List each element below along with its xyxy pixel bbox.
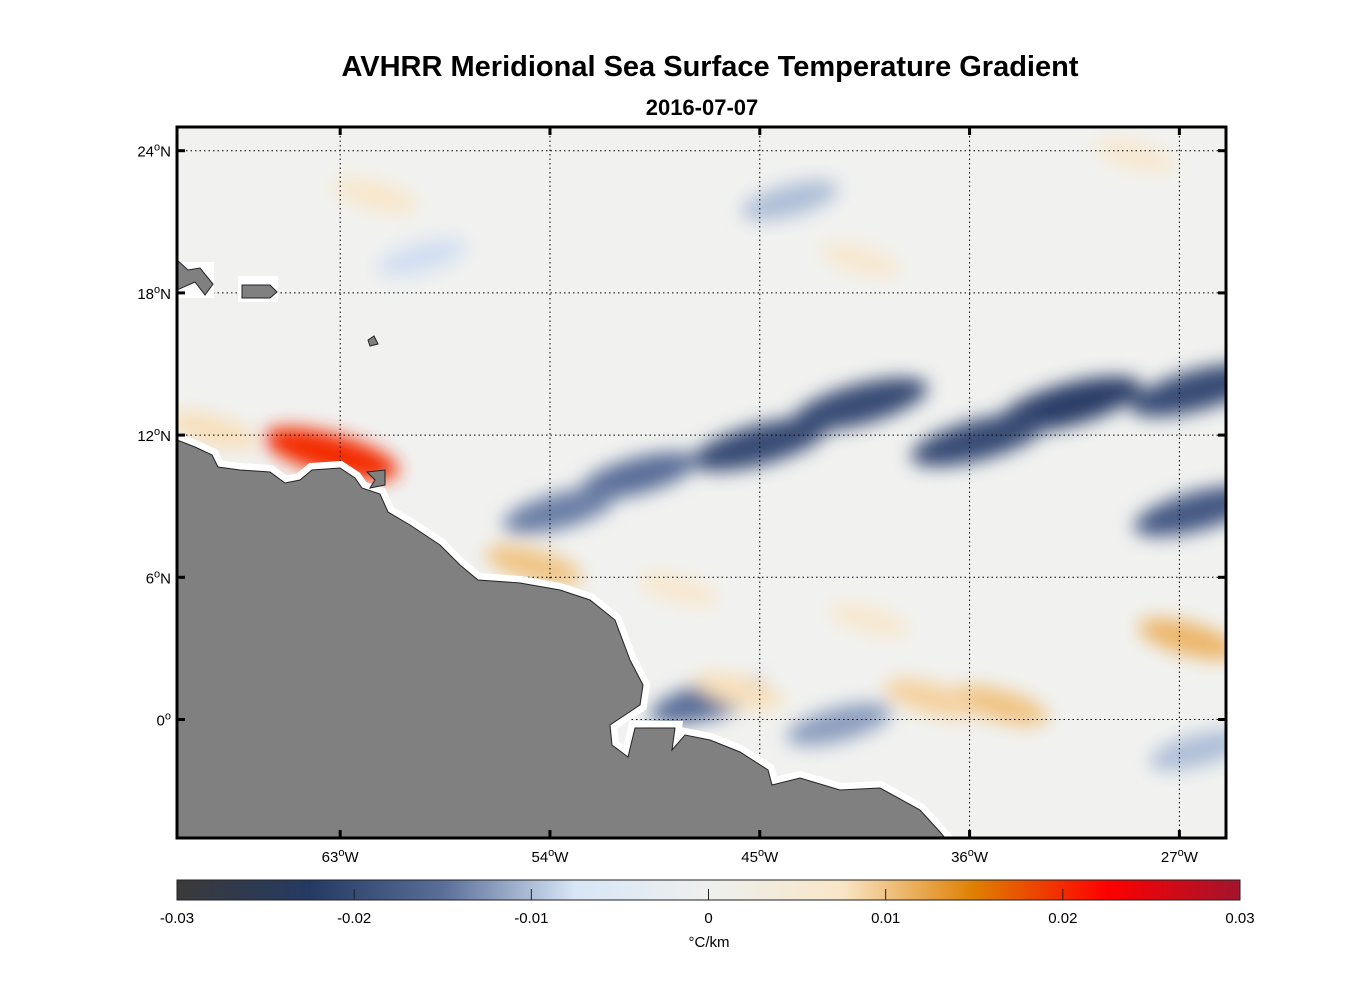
colorbar-tick-label: 0: [704, 910, 712, 927]
gradient-feature: [332, 177, 418, 215]
gradient-feature: [1094, 137, 1176, 174]
gradient-feature: [1138, 618, 1226, 660]
south-america-land: [177, 439, 946, 838]
gradient-feature: [691, 418, 828, 472]
colorbar-label: °C/km: [689, 934, 730, 951]
y-tick-label: 6oN: [146, 568, 171, 587]
gradient-feature: [741, 180, 839, 221]
gradient-feature: [786, 702, 892, 746]
x-tick-label: 36oW: [951, 847, 989, 866]
map-area: [177, 127, 1226, 838]
colorbar-tick-label: -0.02: [337, 910, 371, 927]
island-guadeloupe: [367, 335, 379, 347]
chart-title: AVHRR Meridional Sea Surface Temperature…: [341, 51, 1078, 83]
y-tick-label: 0o: [157, 711, 171, 730]
island-hispaniola: [177, 259, 214, 296]
gradient-feature: [503, 488, 616, 534]
x-tick-label: 27oW: [1161, 847, 1199, 866]
y-tick-label: 24oN: [137, 142, 171, 161]
gradient-feature: [828, 602, 911, 638]
colorbar-tick-label: -0.01: [514, 910, 548, 927]
gradient-feature: [694, 672, 784, 710]
gradient-feature: [177, 411, 257, 450]
island-trinidad: [365, 469, 386, 489]
colorbar-tick-label: 0.01: [871, 910, 900, 927]
gradient-feature: [792, 377, 928, 431]
gradient-feature: [637, 571, 719, 607]
chart-subtitle: 2016-07-07: [646, 95, 759, 120]
gradient-feature: [1130, 363, 1226, 417]
gradient-field: [177, 137, 1226, 771]
gradient-feature: [263, 427, 399, 481]
gradient-feature: [911, 413, 1047, 467]
gradient-feature: [951, 685, 1049, 726]
y-tick-label: 18oN: [137, 284, 171, 303]
graticule: [177, 127, 1226, 838]
gradient-feature: [1134, 485, 1226, 537]
map-frame: [175, 125, 1228, 840]
colorbar-tick-label: 0.02: [1048, 910, 1077, 927]
gradient-feature: [883, 678, 977, 718]
island-puerto-rico: [241, 284, 278, 299]
y-tick-label: 12oN: [137, 426, 171, 445]
axis-ticks: 63oW 54oW 45oW 36oW 27oW 24oN 18oN 12oN 6oN 0o: [137, 127, 1226, 866]
x-tick-label: 54oW: [531, 847, 569, 866]
colorbar-tick-label: -0.03: [160, 910, 194, 927]
gradient-feature: [819, 242, 901, 278]
gradient-feature: [580, 452, 697, 499]
x-tick-label: 45oW: [741, 847, 779, 866]
x-tick-label: 63oW: [322, 847, 360, 866]
gradient-feature: [485, 545, 583, 586]
gradient-feature: [377, 238, 467, 277]
colorbar-tick-label: 0.03: [1225, 910, 1254, 927]
colorbar-ticks: -0.03 -0.02 -0.01 0 0.01 0.02 0.03: [160, 889, 1255, 927]
gradient-feature: [1149, 730, 1226, 771]
